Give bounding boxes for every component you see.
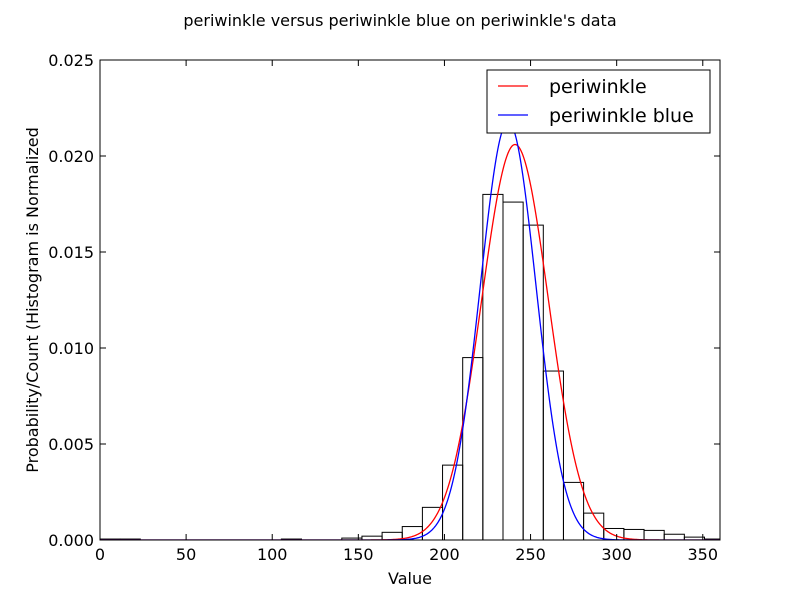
y-tick-label: 0.010 [48, 339, 94, 358]
x-tick-label: 250 [515, 545, 546, 564]
histogram-bar [442, 464, 464, 540]
y-tick-label: 0.025 [48, 51, 94, 70]
y-tick-label: 0.005 [48, 435, 94, 454]
histogram-bar [542, 370, 564, 540]
y-tick-label: 0.020 [48, 147, 94, 166]
x-axis-label: Value [388, 569, 432, 588]
x-axis-ticks: 0 50 100 150 200 250 300 350 [95, 60, 718, 564]
histogram-bar [643, 529, 665, 540]
legend-box [486, 69, 711, 134]
histogram-bar [522, 224, 544, 540]
y-axis-ticks: 0.000 0.005 0.010 0.015 0.020 0.025 [48, 51, 720, 550]
y-axis-label: Probability/Count (Histogram is Normaliz… [23, 127, 42, 473]
histogram-bars [100, 193, 720, 540]
histogram-bar [482, 193, 504, 540]
x-tick-label: 350 [688, 545, 719, 564]
x-tick-label: 200 [429, 545, 460, 564]
x-tick-label: 100 [257, 545, 288, 564]
histogram-bar [663, 533, 685, 540]
series-line-periwinkle [100, 143, 720, 540]
x-tick-label: 50 [176, 545, 196, 564]
legend-label-periwinkle: periwinkle [549, 76, 647, 98]
x-tick-label: 0 [95, 545, 105, 564]
histogram-bar [462, 357, 484, 540]
plot-frame [99, 59, 721, 541]
fit-curves [100, 120, 720, 540]
histogram-bar [502, 201, 524, 540]
x-tick-label: 300 [601, 545, 632, 564]
y-tick-label: 0.000 [48, 531, 94, 550]
x-tick-label: 150 [343, 545, 374, 564]
legend: periwinkle periwinkle blue [486, 69, 711, 134]
y-tick-label: 0.015 [48, 243, 94, 262]
chart-title: periwinkle versus periwinkle blue on per… [183, 11, 616, 30]
series-line-periwinkle-blue [100, 120, 720, 540]
legend-label-periwinkle-blue: periwinkle blue [549, 105, 694, 127]
